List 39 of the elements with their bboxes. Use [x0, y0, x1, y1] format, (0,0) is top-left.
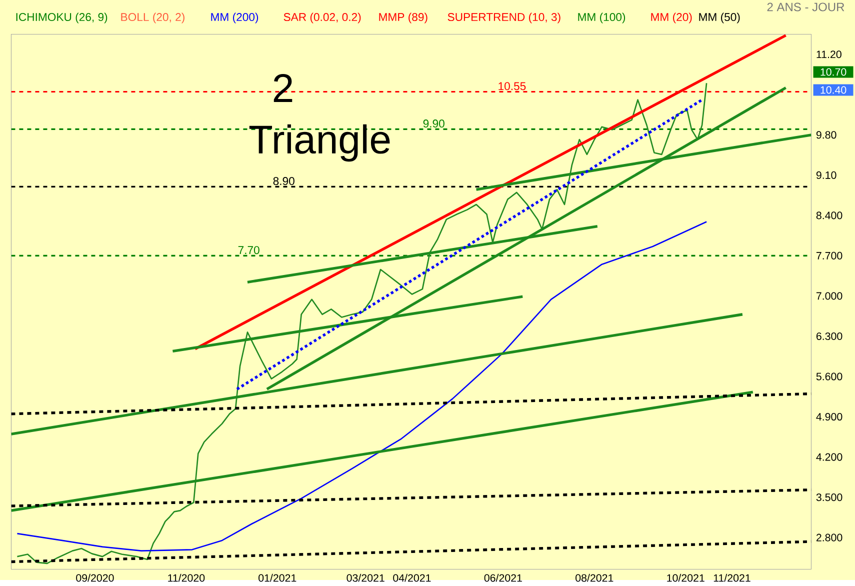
x-tick-label: 11/2021: [714, 574, 750, 582]
text: ICHIMOKU (26, 9): [16, 12, 108, 24]
y-tick-label: 6.300: [816, 332, 842, 340]
y-tick-label: 11.20: [816, 50, 842, 58]
y-tick-label: 9.10: [816, 171, 836, 179]
y-tick-label: 3.500: [816, 493, 842, 501]
annotation: 2: [274, 74, 292, 102]
text: MM (100): [578, 12, 626, 24]
x-tick-label: 08/2021: [576, 574, 614, 582]
x-tick-label: 04/2021: [393, 574, 431, 582]
x-tick-label: 11/2020: [168, 574, 205, 582]
x-tick-label: 10/2021: [667, 574, 704, 582]
text: MM (200): [211, 12, 258, 24]
ref-line-label: 9.90: [423, 119, 444, 128]
y-tick-label: 5.600: [816, 372, 842, 380]
ref-line-label: 7.70: [238, 246, 260, 254]
text: SUPERTREND (10, 3): [448, 12, 560, 24]
y-tick-label: 9.80: [816, 131, 836, 139]
y-tick-label: 4.200: [816, 453, 842, 461]
x-tick-label: 09/2020: [76, 574, 114, 582]
text: MMP (89): [379, 12, 428, 24]
text: MM (50): [699, 12, 740, 24]
ref-line-label: 8.90: [273, 176, 294, 185]
y-tick-label: 8.400: [816, 212, 842, 220]
ref-line-label: 10.55: [498, 82, 526, 90]
chart-subtitle: 2 ANS - JOUR: [767, 2, 844, 12]
y-tick-label: 7.000: [816, 292, 842, 300]
text: SAR (0.02, 0.2): [284, 12, 361, 24]
y-tick-label: 7.700: [816, 252, 842, 260]
text: BOLL (20, 2): [121, 12, 184, 24]
x-tick-label: 03/2021: [346, 574, 384, 582]
text: 10.40: [820, 86, 846, 94]
annotation: Triangle: [249, 124, 390, 162]
text: 10.70: [820, 68, 846, 76]
x-tick-label: 01/2021: [258, 574, 296, 582]
x-tick-label: 06/2021: [484, 574, 522, 582]
text: MM (20): [651, 12, 692, 24]
y-tick-label: 2.800: [816, 534, 842, 542]
y-tick-label: 4.900: [816, 412, 842, 420]
